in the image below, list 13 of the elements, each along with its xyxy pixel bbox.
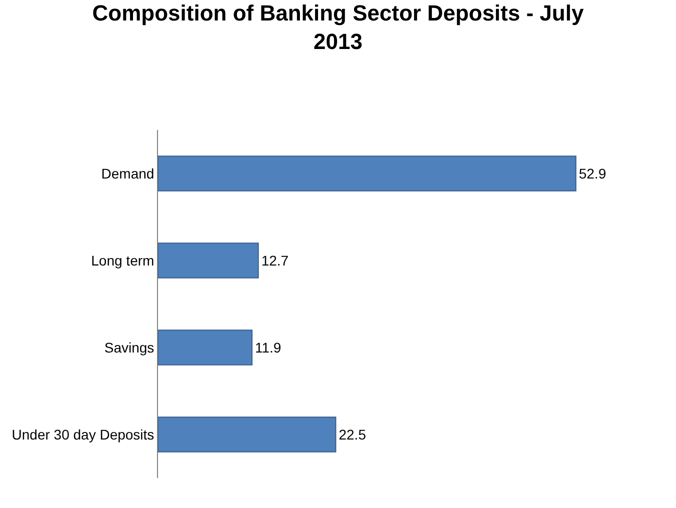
chart-title: Composition of Banking Sector Deposits - July 2013 [92,0,584,54]
y-tick-label: Long term [91,252,154,268]
data-label: 52.9 [578,166,606,182]
bar [158,416,336,452]
y-tick-label: Savings [104,339,154,356]
bar [158,330,252,366]
bar [158,156,576,192]
y-tick-label: Under 30 day Deposits [12,426,154,442]
data-label: 22.5 [338,426,366,442]
bar [158,242,259,278]
y-tick-label: Demand [101,165,154,182]
data-label: 12.7 [261,252,289,268]
data-label: 11.9 [255,340,282,356]
